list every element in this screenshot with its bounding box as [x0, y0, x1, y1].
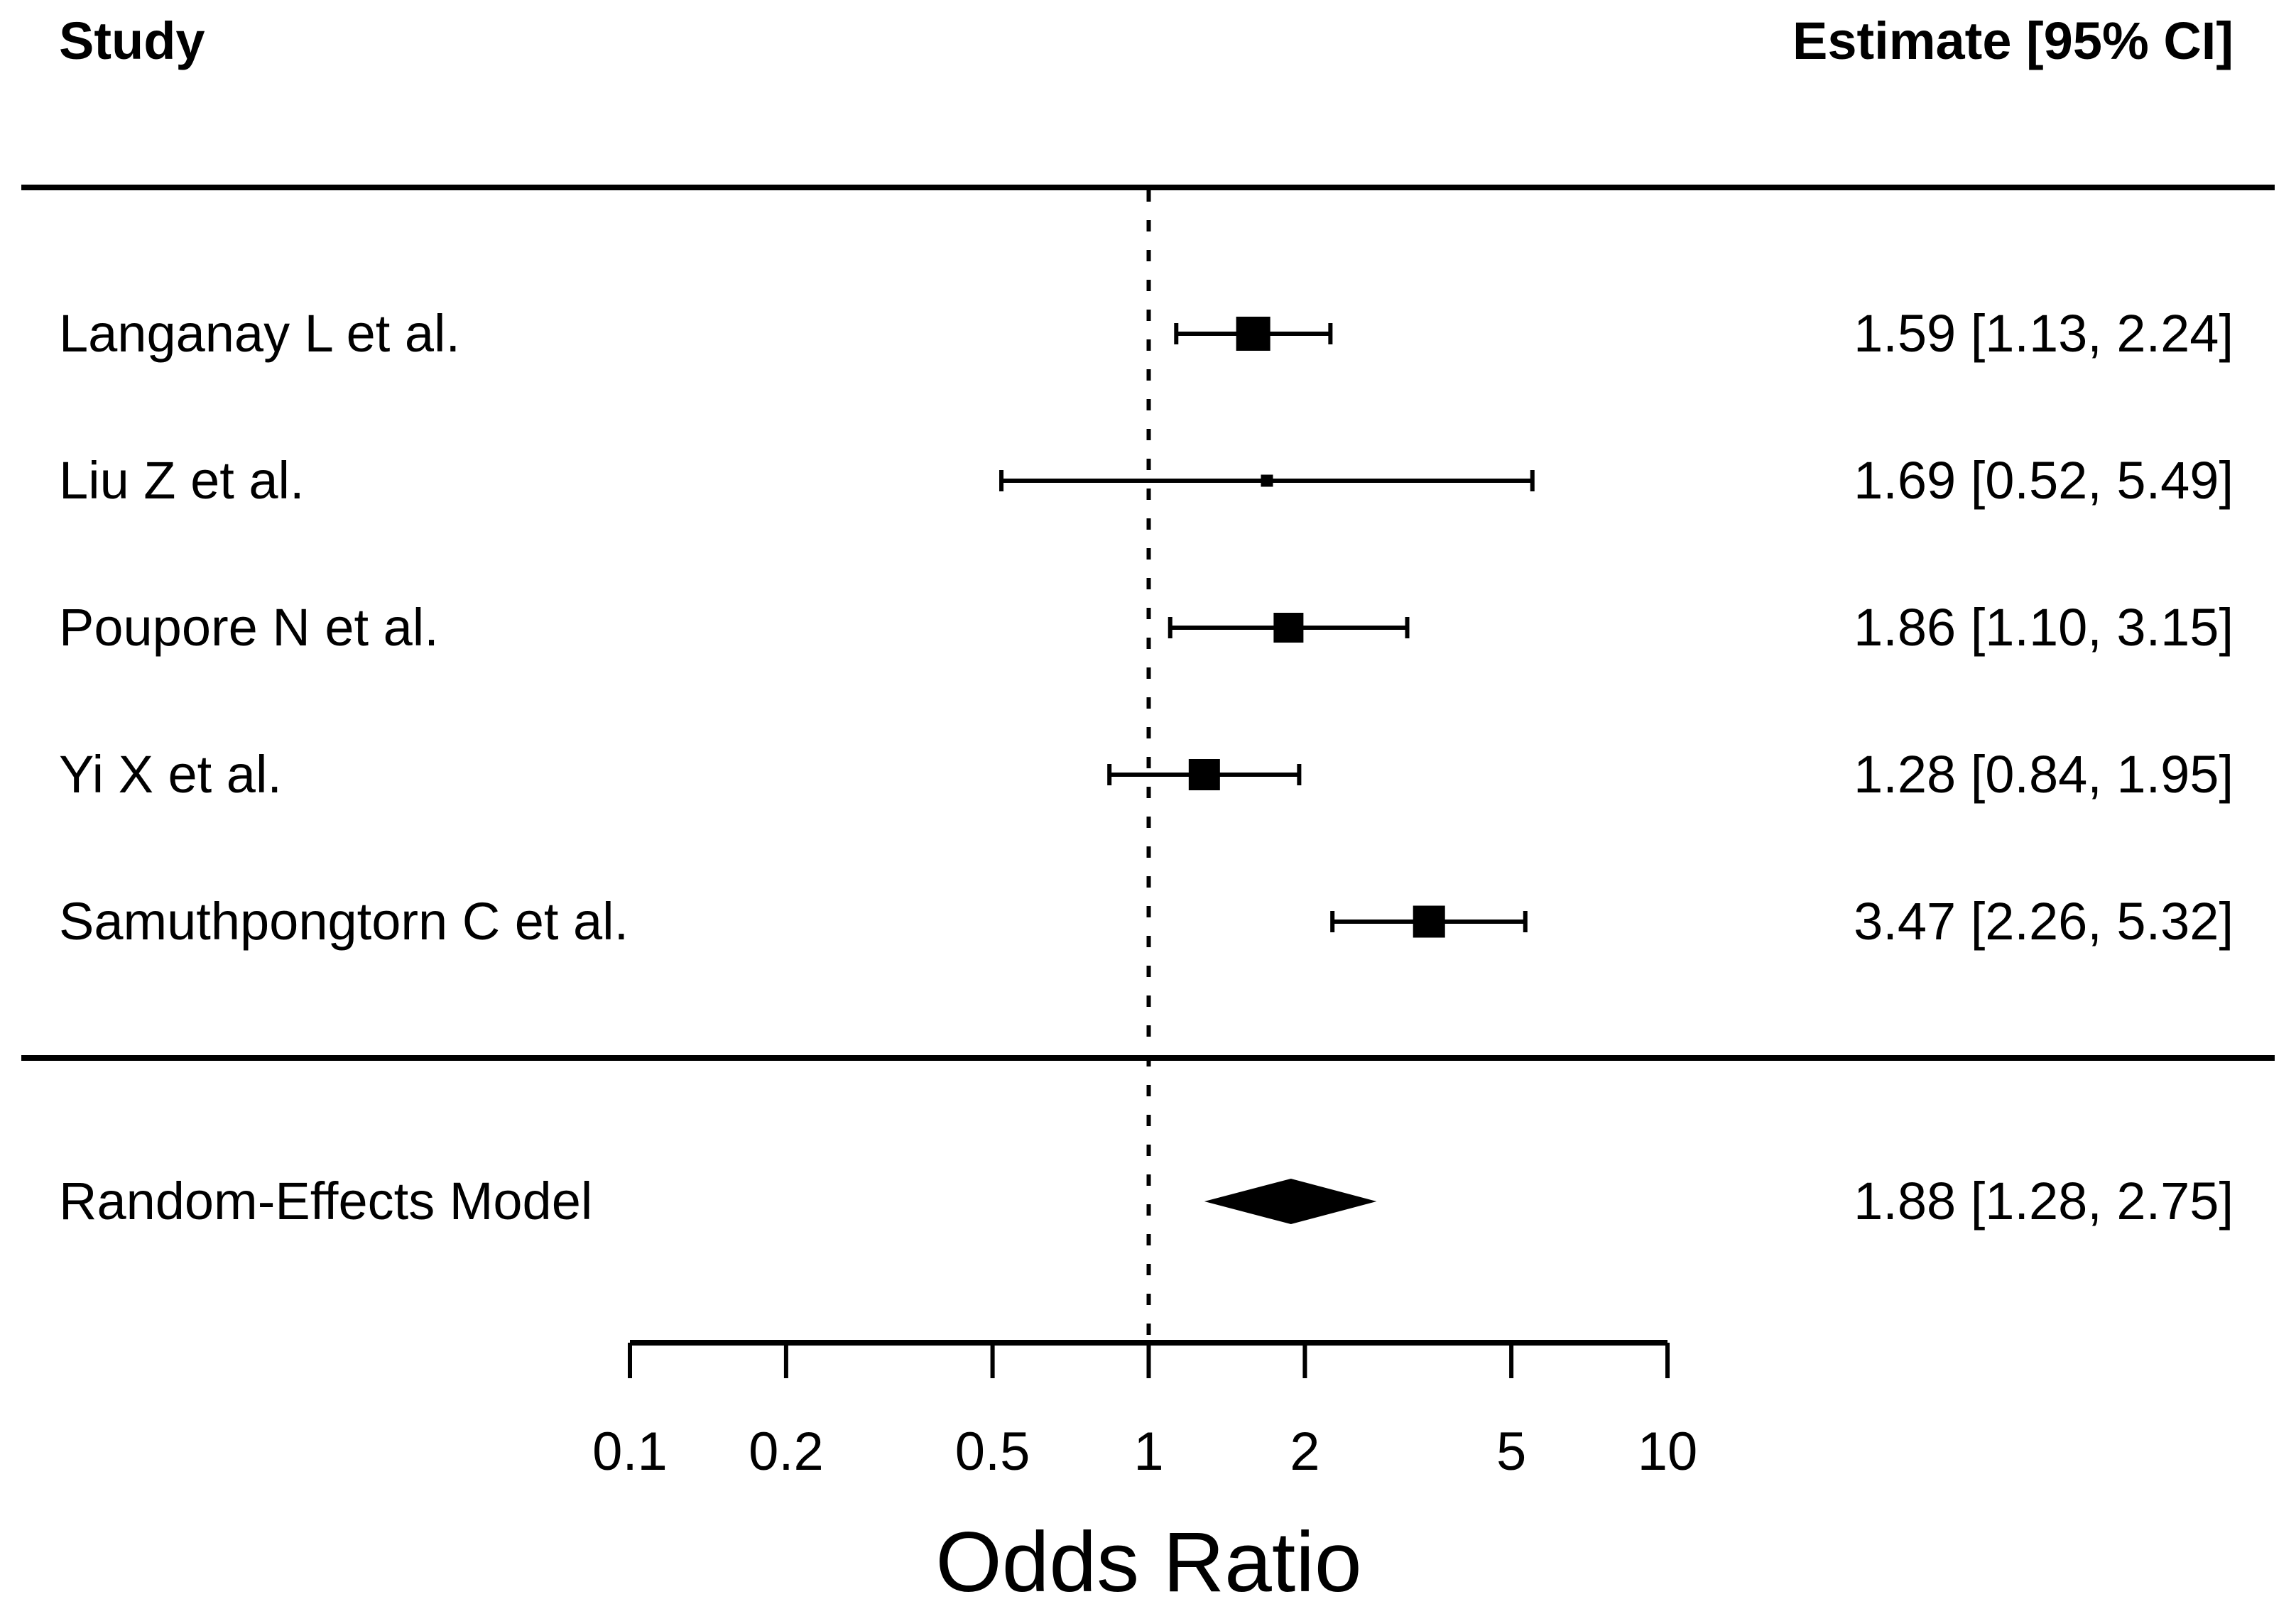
axis-title: Odds Ratio	[935, 1515, 1362, 1604]
effect-square	[1236, 317, 1271, 351]
effect-square	[1188, 759, 1220, 790]
estimate-value: 3.47 [2.26, 5.32]	[1854, 892, 2234, 951]
axis-tick-label: 0.5	[954, 1422, 1030, 1482]
study-label-yi: Yi X et al.	[59, 745, 282, 804]
estimate-value: 1.86 [1.10, 3.15]	[1854, 598, 2234, 657]
column-header-estimate: Estimate [95% CI]	[1792, 11, 2234, 70]
study-label-poupore: Poupore N et al.	[59, 598, 439, 657]
summary-estimate-value: 1.88 [1.28, 2.75]	[1854, 1172, 2234, 1231]
column-header-study: Study	[59, 11, 205, 70]
axis-tick-label: 0.2	[749, 1422, 824, 1482]
study-label-langanay: Langanay L et al.	[59, 304, 461, 363]
summary-label: Random-Effects Model	[59, 1172, 593, 1231]
axis-tick-label: 10	[1637, 1422, 1698, 1482]
effect-square	[1261, 474, 1273, 487]
effect-square	[1413, 905, 1445, 938]
study-label-samuthpongtorn: Samuthpongtorn C et al.	[59, 892, 629, 951]
effect-square	[1273, 613, 1304, 643]
axis-tick-label: 5	[1496, 1422, 1527, 1482]
axis-tick-label: 2	[1290, 1422, 1320, 1482]
estimate-value: 1.59 [1.13, 2.24]	[1854, 304, 2234, 363]
axis-tick-label: 1	[1133, 1422, 1164, 1482]
study-label-liu: Liu Z et al.	[59, 451, 305, 510]
summary-diamond	[1204, 1179, 1377, 1224]
axis-tick-label: 0.1	[592, 1422, 668, 1482]
estimate-value: 1.69 [0.52, 5.49]	[1854, 451, 2234, 510]
estimate-value: 1.28 [0.84, 1.95]	[1854, 745, 2234, 804]
